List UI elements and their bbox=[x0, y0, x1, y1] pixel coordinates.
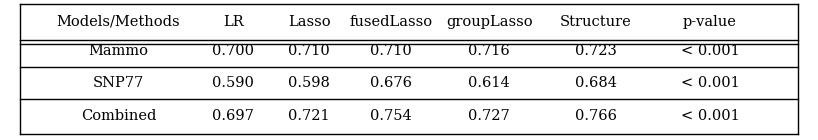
Text: 0.721: 0.721 bbox=[289, 108, 330, 122]
Text: p-value: p-value bbox=[683, 15, 737, 29]
Text: Models/Methods: Models/Methods bbox=[56, 15, 181, 29]
Text: 0.723: 0.723 bbox=[574, 44, 617, 58]
Text: < 0.001: < 0.001 bbox=[681, 108, 739, 122]
Text: 0.598: 0.598 bbox=[288, 76, 330, 90]
Text: Lasso: Lasso bbox=[288, 15, 330, 29]
Text: Combined: Combined bbox=[81, 108, 156, 122]
Text: SNP77: SNP77 bbox=[93, 76, 144, 90]
Text: 0.697: 0.697 bbox=[212, 108, 254, 122]
Text: fusedLasso: fusedLasso bbox=[349, 15, 433, 29]
Text: 0.710: 0.710 bbox=[370, 44, 412, 58]
Text: 0.614: 0.614 bbox=[468, 76, 510, 90]
Text: groupLasso: groupLasso bbox=[446, 15, 533, 29]
Text: 0.754: 0.754 bbox=[370, 108, 412, 122]
Text: Mammo: Mammo bbox=[88, 44, 149, 58]
Text: 0.590: 0.590 bbox=[212, 76, 254, 90]
Text: LR: LR bbox=[222, 15, 244, 29]
Text: 0.710: 0.710 bbox=[288, 44, 330, 58]
Text: 0.727: 0.727 bbox=[468, 108, 510, 122]
Text: < 0.001: < 0.001 bbox=[681, 44, 739, 58]
Text: 0.766: 0.766 bbox=[574, 108, 617, 122]
Text: 0.676: 0.676 bbox=[370, 76, 412, 90]
Text: 0.684: 0.684 bbox=[574, 76, 617, 90]
Text: 0.700: 0.700 bbox=[212, 44, 254, 58]
Text: 0.716: 0.716 bbox=[468, 44, 510, 58]
Text: Structure: Structure bbox=[560, 15, 631, 29]
Text: < 0.001: < 0.001 bbox=[681, 76, 739, 90]
